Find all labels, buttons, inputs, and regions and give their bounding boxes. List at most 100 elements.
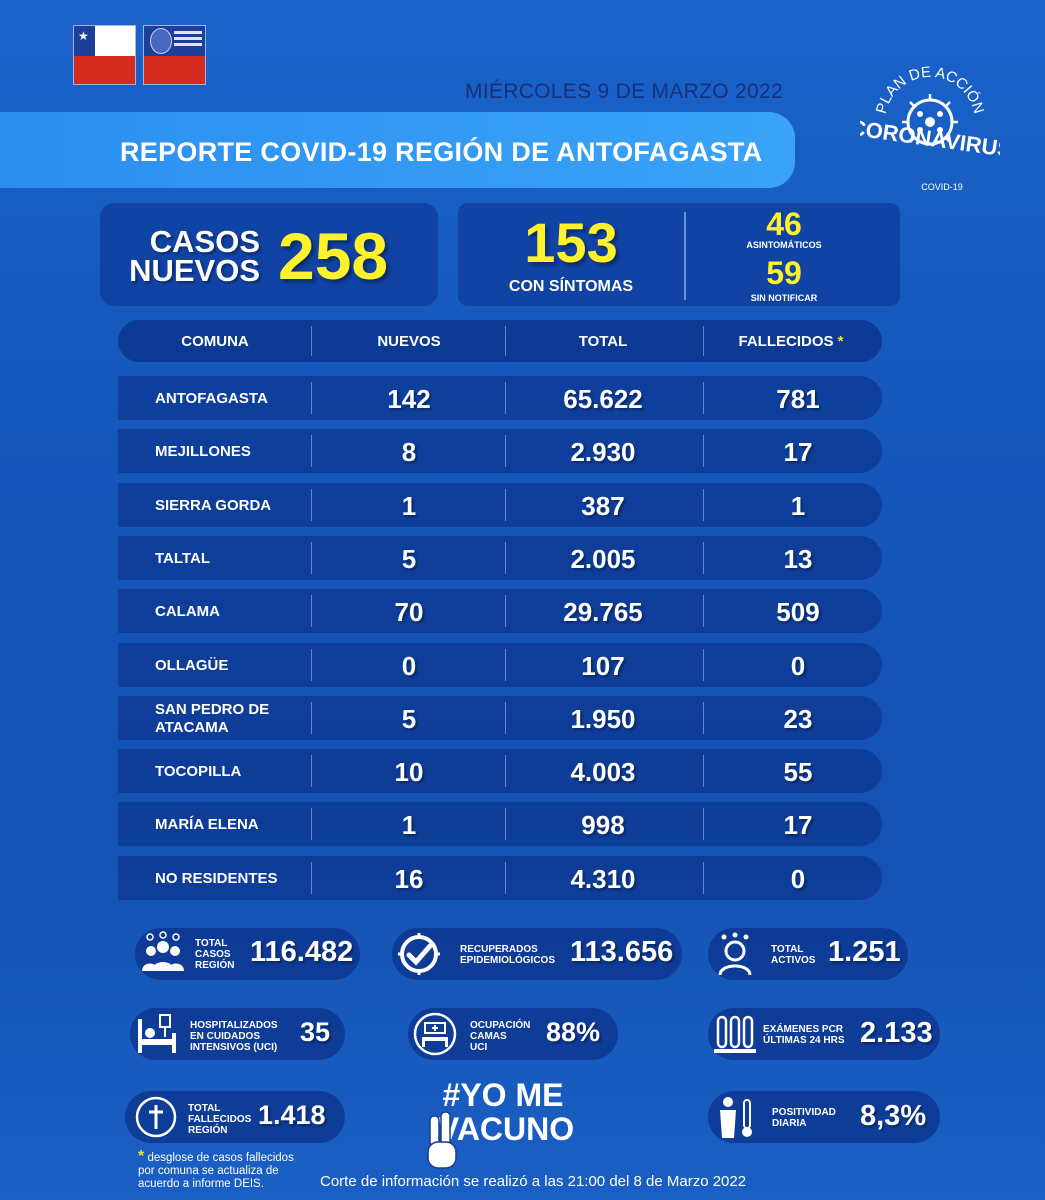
fallecidos-label-3: REGIÓN — [188, 1125, 228, 1136]
cell-comuna: SAN PEDRO DE ATACAMA — [155, 701, 270, 736]
thermometer-person-icon — [720, 1097, 752, 1138]
con-sintomas-value: 153 — [524, 211, 618, 274]
fallecidos-label: TOTAL FALLECIDOS REGIÓN — [188, 1103, 251, 1136]
recuperados-label: RECUPERADOS EPIDEMIOLÓGICOS — [460, 944, 555, 966]
cell-total: 2.930 — [570, 437, 636, 467]
uci-label-3: INTENSIVOS (UCI) — [190, 1042, 278, 1053]
header-fallecidos-label: FALLECIDOS — [738, 333, 834, 350]
cell-total: 4.003 — [570, 757, 636, 787]
column-separator — [703, 542, 704, 574]
column-separator — [703, 595, 704, 627]
asintomaticos-value: 46 — [766, 206, 802, 242]
vacuno-line-1: #YO ME — [443, 1077, 564, 1113]
total-casos-label: TOTAL CASOS REGIÓN — [195, 938, 234, 971]
cell-comuna: MARÍA ELENA — [155, 816, 259, 833]
test-tubes-icon — [714, 1015, 756, 1053]
pcr-label-2: ÚLTIMAS 24 HRS — [763, 1035, 845, 1046]
vacuno-line-2: VACUNO — [438, 1111, 574, 1147]
camas-value: 88% — [546, 1017, 601, 1047]
page-title: REPORTE COVID-19 REGIÓN DE ANTOFAGASTA — [120, 137, 763, 167]
positividad-label-1: POSITIVIDAD — [772, 1107, 836, 1118]
total-casos-label-3: REGIÓN — [195, 960, 235, 971]
header-separator — [703, 326, 704, 356]
sick-person-icon — [718, 932, 752, 976]
cell-comuna: SIERRA GORDA — [155, 497, 272, 514]
header-total: TOTAL — [578, 333, 628, 350]
table-row — [118, 589, 882, 633]
cell-comuna: ANTOFAGASTA — [155, 390, 268, 407]
cell-total: 387 — [581, 491, 625, 521]
casos-nuevos-value: 258 — [278, 219, 389, 293]
asintomaticos-label: ASINTOMÁTICOS — [746, 240, 822, 250]
hospital-bed-icon — [138, 1014, 176, 1053]
cell-total: 29.765 — [563, 597, 643, 627]
cell-nuevos: 5 — [401, 704, 417, 734]
column-separator — [311, 808, 312, 840]
activos-label: TOTAL ACTIVOS — [771, 944, 815, 966]
table-header — [118, 320, 882, 362]
column-separator — [703, 435, 704, 467]
column-separator — [311, 489, 312, 521]
column-separator — [505, 435, 506, 467]
header-fallecidos: FALLECIDOS * — [700, 333, 882, 350]
recovered-virus-icon — [398, 933, 440, 975]
svg-text:PLAN DE ACCIÓN: PLAN DE ACCIÓN — [873, 64, 987, 116]
report-date: MIÉRCOLES 9 DE MARZO 2022 — [465, 80, 783, 103]
cell-total: 2.005 — [570, 544, 636, 574]
column-separator — [505, 808, 506, 840]
header-separator — [311, 326, 312, 356]
cell-comuna: MEJILLONES — [155, 443, 251, 460]
casos-label-line-2: NUEVOS — [129, 253, 260, 288]
cell-nuevos: 8 — [401, 437, 417, 467]
column-separator — [703, 702, 704, 734]
header-separator — [505, 326, 506, 356]
cell-comuna: CALAMA — [155, 603, 220, 620]
casos-nuevos-label: CASOS NUEVOS — [110, 226, 260, 288]
column-separator — [703, 755, 704, 787]
fallecidos-label-2: FALLECIDOS — [188, 1114, 252, 1125]
cell-total: 107 — [581, 651, 625, 681]
uci-label: HOSPITALIZADOS EN CUIDADOS INTENSIVOS (U… — [190, 1020, 278, 1053]
cell-fallecidos: 0 — [790, 864, 806, 894]
cell-comuna: OLLAGÜE — [155, 657, 229, 674]
cell-nuevos: 1 — [401, 491, 417, 521]
cell-fallecidos: 781 — [776, 384, 820, 414]
camas-label-1: OCUPACIÓN — [470, 1020, 531, 1031]
cell-fallecidos: 55 — [783, 757, 813, 787]
cell-fallecidos: 23 — [783, 704, 813, 734]
column-separator — [311, 862, 312, 894]
header-nuevos: NUEVOS — [377, 333, 441, 350]
yo-me-vacuno-logo: #YO ME VACUNO — [427, 1077, 574, 1169]
column-separator — [703, 489, 704, 521]
cell-fallecidos: 509 — [776, 597, 820, 627]
column-separator — [505, 649, 506, 681]
cell-nuevos: 10 — [394, 757, 424, 787]
positividad-value: 8,3% — [860, 1100, 927, 1132]
cell-comuna: TOCOPILLA — [155, 763, 242, 780]
cell-nuevos: 142 — [387, 384, 431, 414]
header-comuna: COMUNA — [181, 333, 249, 350]
sin-notificar-value: 59 — [766, 255, 802, 291]
casos-nuevos-panel — [100, 203, 438, 306]
con-sintomas-label: CON SÍNTOMAS — [508, 278, 634, 295]
camas-label-2: CAMAS — [470, 1031, 507, 1042]
recuperados-label-1: RECUPERADOS — [460, 944, 538, 955]
badge-top-text: PLAN DE ACCIÓN — [873, 64, 987, 116]
activos-label-2: ACTIVOS — [771, 955, 816, 966]
cell-nuevos: 0 — [401, 651, 417, 681]
table-row — [118, 856, 882, 900]
table-row — [118, 749, 882, 793]
column-separator — [505, 542, 506, 574]
column-separator — [311, 595, 312, 627]
coronavirus-badge: PLAN DE ACCIÓN CORONAVIRUS COVID-19 — [860, 64, 1000, 192]
column-separator — [703, 808, 704, 840]
cell-nuevos: 5 — [401, 544, 417, 574]
total-casos-label-1: TOTAL — [195, 938, 228, 949]
total-casos-value: 116.482 — [250, 936, 354, 968]
column-separator — [311, 702, 312, 734]
sin-notificar-label: SIN NOTIFICAR — [750, 293, 818, 303]
cell-fallecidos: 0 — [790, 651, 806, 681]
cell-nuevos: 1 — [401, 810, 417, 840]
cell-fallecidos: 13 — [783, 544, 813, 574]
footnote-star: * — [138, 1148, 145, 1165]
